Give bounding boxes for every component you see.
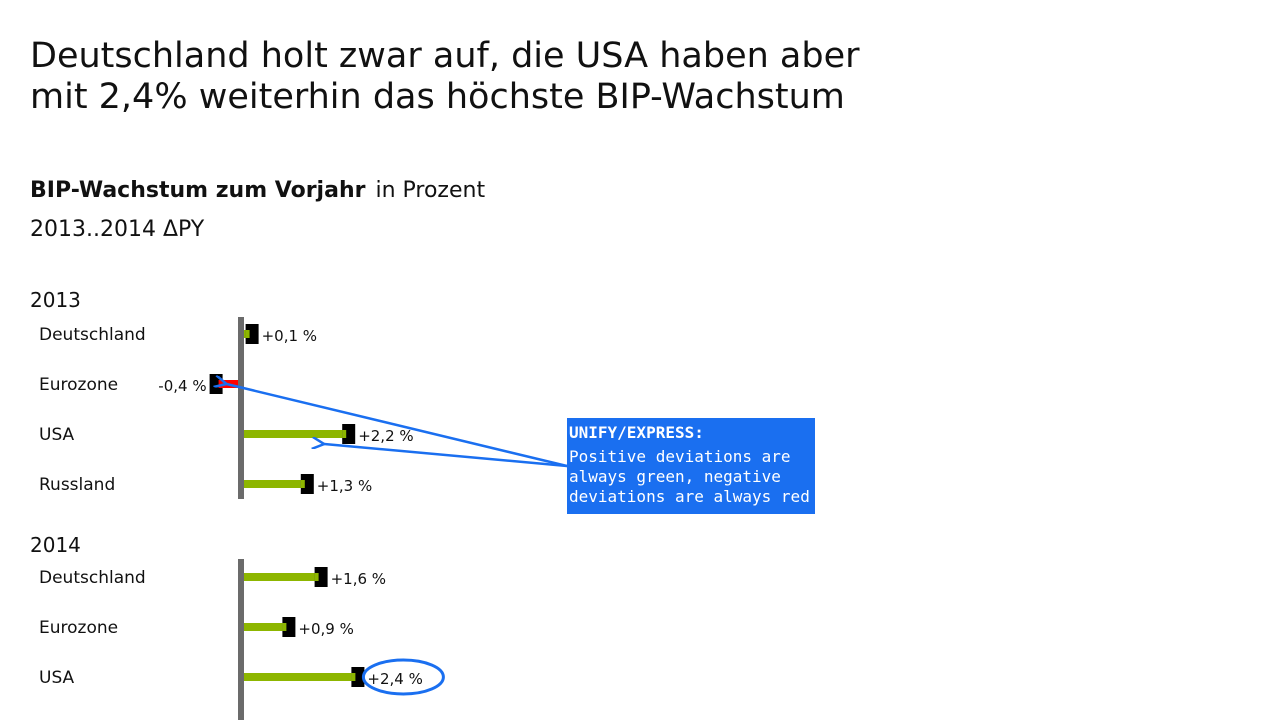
- chart-unit: in Prozent: [375, 178, 486, 203]
- value-label-deutschland-2013: +0,1 %: [262, 327, 317, 345]
- marker-usa-2013: [342, 424, 356, 444]
- callout-box: UNIFY/EXPRESS: Positive deviations are a…: [567, 418, 815, 514]
- callout-arrow-usa: [324, 444, 568, 468]
- axis-line-2014: [238, 559, 244, 720]
- bar-eurozone-2014: [241, 623, 283, 631]
- bar-russland-2013: [241, 480, 301, 488]
- headline-line-2: mit 2,4% weiterhin das höchste BIP-Wachs…: [30, 77, 845, 117]
- value-label-deutschland-2014: +1,6 %: [331, 570, 386, 588]
- category-label-deutschland-2014: Deutschland: [39, 568, 146, 588]
- value-label-eurozone-2013: -0,4 %: [158, 377, 206, 395]
- marker-russland-2013: [300, 474, 314, 494]
- value-label-eurozone-2014: +0,9 %: [298, 620, 353, 638]
- callout-arrow-eurozone: [227, 384, 568, 468]
- marker-fill-russland-2013: [300, 480, 305, 488]
- category-label-russland-2013: Russland: [39, 475, 115, 495]
- marker-fill-deutschland-2014: [314, 573, 319, 581]
- axis-line-2013: [238, 317, 244, 499]
- marker-fill-usa-2014: [351, 673, 356, 681]
- marker-fill-eurozone-2014: [282, 623, 287, 631]
- marker-fill-deutschland-2013: [245, 330, 250, 338]
- marker-deutschland-2014: [314, 567, 328, 587]
- value-label-usa-2014: +2,4 %: [367, 670, 422, 688]
- value-label-russland-2013: +1,3 %: [317, 477, 372, 495]
- callout-title: UNIFY/EXPRESS:: [569, 423, 704, 442]
- value-label-usa-2013: +2,2 %: [358, 427, 413, 445]
- marker-fill-eurozone-2013: [218, 380, 223, 388]
- marker-eurozone-2014: [282, 617, 296, 637]
- headline: Deutschland holt zwar auf, die USA haben…: [30, 36, 860, 118]
- chart-title-text: BIP-Wachstum zum Vorjahr: [30, 178, 366, 203]
- marker-fill-usa-2013: [342, 430, 347, 438]
- marker-deutschland-2013: [245, 324, 259, 344]
- panel-title-2014: 2014: [30, 533, 81, 557]
- callout-body: Positive deviations are always green, ne…: [569, 447, 810, 506]
- category-label-eurozone-2013: Eurozone: [39, 375, 118, 395]
- bar-deutschland-2014: [241, 573, 315, 581]
- headline-line-1: Deutschland holt zwar auf, die USA haben…: [30, 36, 860, 76]
- category-label-usa-2014: USA: [39, 668, 75, 688]
- category-label-eurozone-2014: Eurozone: [39, 618, 118, 638]
- bar-usa-2013: [241, 430, 343, 438]
- marker-usa-2014: [351, 667, 365, 687]
- bar-usa-2014: [241, 673, 352, 681]
- chart-subtitle: 2013..2014 ΔPY: [30, 217, 205, 242]
- category-label-usa-2013: USA: [39, 425, 75, 445]
- highlight-ellipse: [361, 658, 445, 696]
- category-label-deutschland-2013: Deutschland: [39, 325, 146, 345]
- chart-title: BIP-Wachstum zum Vorjahr in Prozent: [30, 178, 485, 203]
- panel-title-2013: 2013: [30, 288, 81, 312]
